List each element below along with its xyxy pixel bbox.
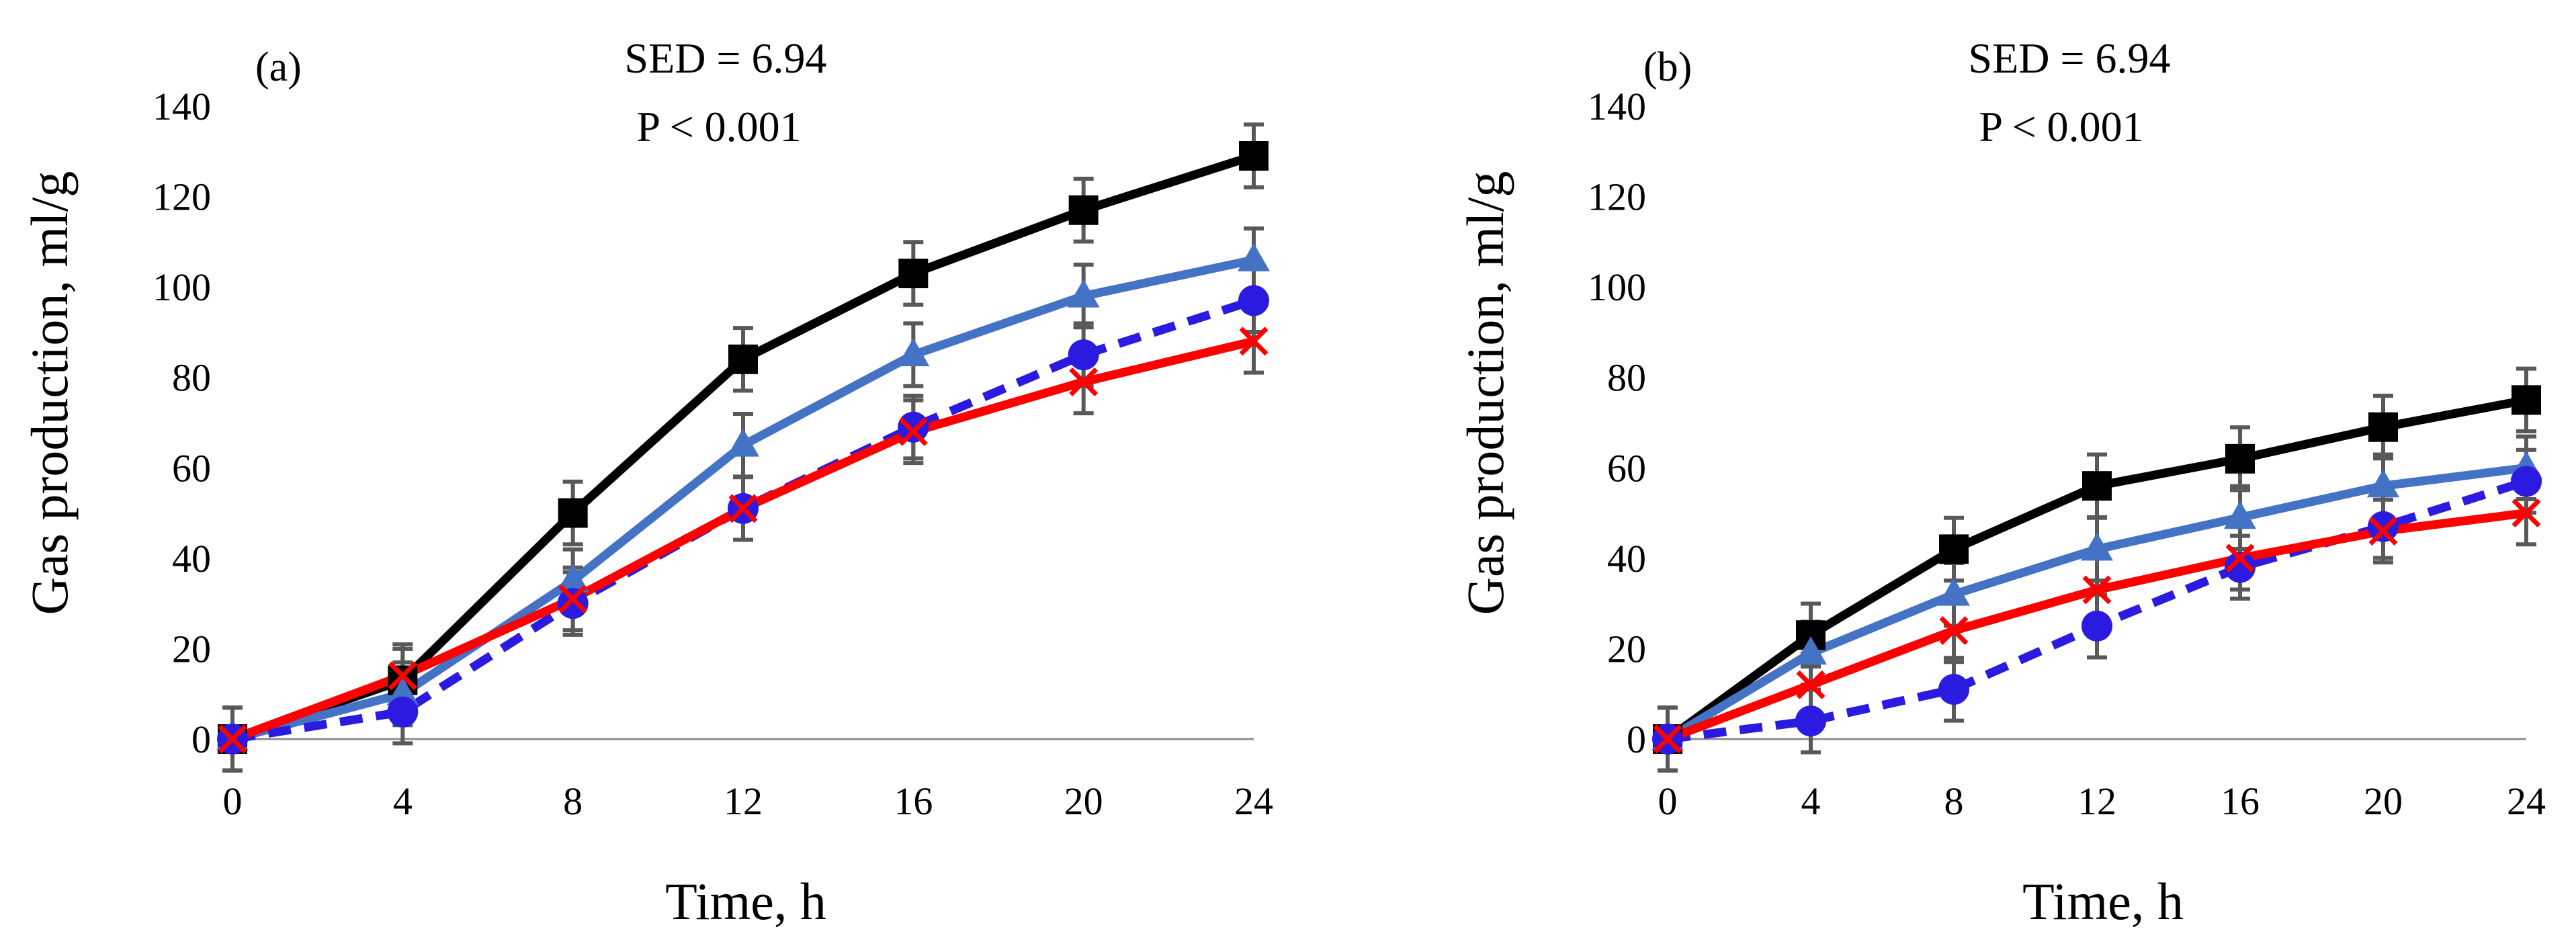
circle-marker xyxy=(2368,511,2399,542)
triangle-marker xyxy=(386,677,419,705)
square-marker xyxy=(2511,385,2541,415)
square-marker xyxy=(898,258,929,288)
x-tick-label: 16 xyxy=(894,779,933,823)
x-tick-label: 20 xyxy=(2364,779,2403,823)
x-tick-label: 4 xyxy=(393,779,413,823)
x-marker xyxy=(2225,544,2255,573)
circle-marker xyxy=(387,696,419,728)
chart-panel-a: (a) SED = 6.94 P < 0.001 Gas production,… xyxy=(20,34,1273,931)
y-tick-labels: 0 20 40 60 80 100 120 140 xyxy=(1588,85,1646,761)
x-marker xyxy=(1069,367,1099,396)
y-tick-label: 80 xyxy=(1607,356,1646,400)
circle-marker xyxy=(1238,285,1269,316)
square-marker xyxy=(1239,141,1269,171)
square-marker xyxy=(2225,443,2255,474)
y-tick-label: 80 xyxy=(172,356,211,400)
x-tick-label: 8 xyxy=(1944,779,1964,823)
x-tick-label: 12 xyxy=(2077,779,2116,823)
y-tick-label: 100 xyxy=(1588,265,1646,309)
x-tick-label: 8 xyxy=(563,779,583,823)
triangle-marker xyxy=(2367,469,2399,498)
x-marker xyxy=(1796,670,1826,699)
y-tick-label: 20 xyxy=(1607,627,1646,671)
triangle-marker xyxy=(1795,636,1827,665)
triangle-marker xyxy=(2224,501,2256,529)
y-tick-label: 40 xyxy=(172,537,211,580)
p-value-annotation: P < 0.001 xyxy=(1979,103,2143,150)
circle-marker xyxy=(898,411,929,443)
y-axis-title: Gas production, ml/g xyxy=(1456,171,1514,615)
triangle-marker xyxy=(556,564,589,593)
y-tick-label: 100 xyxy=(153,265,211,309)
chart-panel-b: (b) SED = 6.94 P < 0.001 Gas production,… xyxy=(1456,34,2546,931)
x-marker xyxy=(898,417,928,446)
y-tick-label: 60 xyxy=(172,446,211,490)
x-marker xyxy=(1939,616,1969,645)
x-marker xyxy=(2082,575,2112,605)
y-tick-label: 120 xyxy=(1588,175,1646,219)
series-markers xyxy=(216,141,1270,754)
x-marker xyxy=(2368,517,2398,546)
x-tick-label: 24 xyxy=(2507,779,2546,823)
y-tick-label: 0 xyxy=(1627,718,1646,761)
p-value-annotation: P < 0.001 xyxy=(636,103,801,150)
triangle-marker xyxy=(727,428,759,457)
y-tick-label: 140 xyxy=(1588,85,1646,128)
y-tick-label: 120 xyxy=(153,175,211,219)
series-markers xyxy=(1651,385,2542,754)
circle-marker xyxy=(2081,610,2112,642)
circle-marker xyxy=(2225,552,2256,583)
circle-marker xyxy=(557,588,589,619)
square-marker xyxy=(728,344,758,374)
x-marker xyxy=(218,724,247,754)
x-marker xyxy=(728,494,758,523)
triangle-marker xyxy=(1938,577,1970,606)
square-marker xyxy=(2082,471,2112,501)
x-tick-label: 24 xyxy=(1234,779,1273,823)
circle-marker xyxy=(1068,339,1099,371)
circle-marker xyxy=(1795,705,1826,737)
x-marker xyxy=(558,584,588,613)
x-tick-labels: 0 4 8 12 16 20 24 xyxy=(223,779,1274,823)
sed-annotation: SED = 6.94 xyxy=(625,34,827,82)
triangle-marker xyxy=(1067,279,1100,308)
x-marker xyxy=(2511,499,2541,528)
x-tick-label: 0 xyxy=(223,779,243,823)
y-tick-label: 20 xyxy=(172,627,211,671)
x-marker xyxy=(388,661,417,691)
sed-annotation: SED = 6.94 xyxy=(1969,34,2171,82)
x-tick-label: 20 xyxy=(1064,779,1103,823)
x-tick-label: 16 xyxy=(2221,779,2260,823)
square-marker xyxy=(1068,195,1099,225)
y-tick-labels: 0 20 40 60 80 100 120 140 xyxy=(153,85,211,761)
y-tick-label: 60 xyxy=(1607,446,1646,490)
panel-label: (a) xyxy=(255,44,302,90)
y-axis-title: Gas production, ml/g xyxy=(20,171,79,615)
triangle-marker xyxy=(1238,243,1270,271)
y-tick-label: 140 xyxy=(153,85,211,128)
x-tick-labels: 0 4 8 12 16 20 24 xyxy=(1658,779,2546,823)
y-tick-label: 0 xyxy=(191,718,211,761)
square-marker xyxy=(558,498,588,528)
y-tick-label: 40 xyxy=(1607,537,1646,580)
circle-marker xyxy=(2511,466,2542,497)
panel-label: (b) xyxy=(1643,44,1692,90)
triangle-marker xyxy=(897,338,930,367)
triangle-marker xyxy=(2081,532,2113,561)
x-marker xyxy=(1653,724,1682,754)
circle-marker xyxy=(1938,673,1969,705)
x-tick-label: 4 xyxy=(1801,779,1821,823)
x-tick-label: 0 xyxy=(1658,779,1678,823)
square-marker xyxy=(1939,534,1969,564)
error-bars xyxy=(1658,366,2536,773)
x-marker xyxy=(1239,327,1269,356)
x-axis-title: Time, h xyxy=(665,872,826,931)
square-marker xyxy=(2368,412,2398,442)
x-tick-label: 12 xyxy=(724,779,763,823)
x-axis-title: Time, h xyxy=(2022,872,2184,931)
